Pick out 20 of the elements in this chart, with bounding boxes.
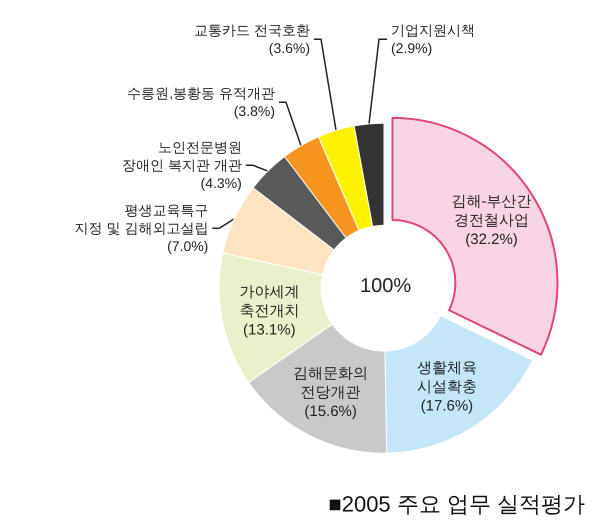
data-label: (3.8%) <box>234 103 275 120</box>
slice-label: 수릉원,봉황동 유적개관 <box>127 85 275 102</box>
text: ■2005 주요 업무 실적평가 <box>328 492 586 516</box>
data-label: (15.6%) <box>304 402 357 420</box>
slice-label: 김해문화의 전당개관 <box>293 364 368 401</box>
slice-label: 생활체육 시설확충 <box>416 359 477 396</box>
data-label: (4.3%) <box>200 175 242 192</box>
slice-label: 기업지원시책 <box>391 22 476 38</box>
data-label: (13.1%) <box>243 321 296 338</box>
data-label: (32.2%) <box>465 231 518 248</box>
slice-label: 평생교육특구 지정 및 김해외고설립 <box>74 202 208 236</box>
data-label: (2.9%) <box>391 40 432 56</box>
text: 100% <box>360 275 412 298</box>
data-label: (17.6%) <box>420 397 474 414</box>
slice-label: 가야세계 축전개치 <box>239 283 300 320</box>
slice-label: 노인전문병원 장애인 복지관 개관 <box>122 139 242 174</box>
data-label: (7.0%) <box>167 238 208 254</box>
data-label: (3.6%) <box>268 40 310 56</box>
slice-label: 김해-부산간 경전철사업 <box>452 193 532 230</box>
slice-label: 교통카드 전국호환 <box>194 22 310 38</box>
